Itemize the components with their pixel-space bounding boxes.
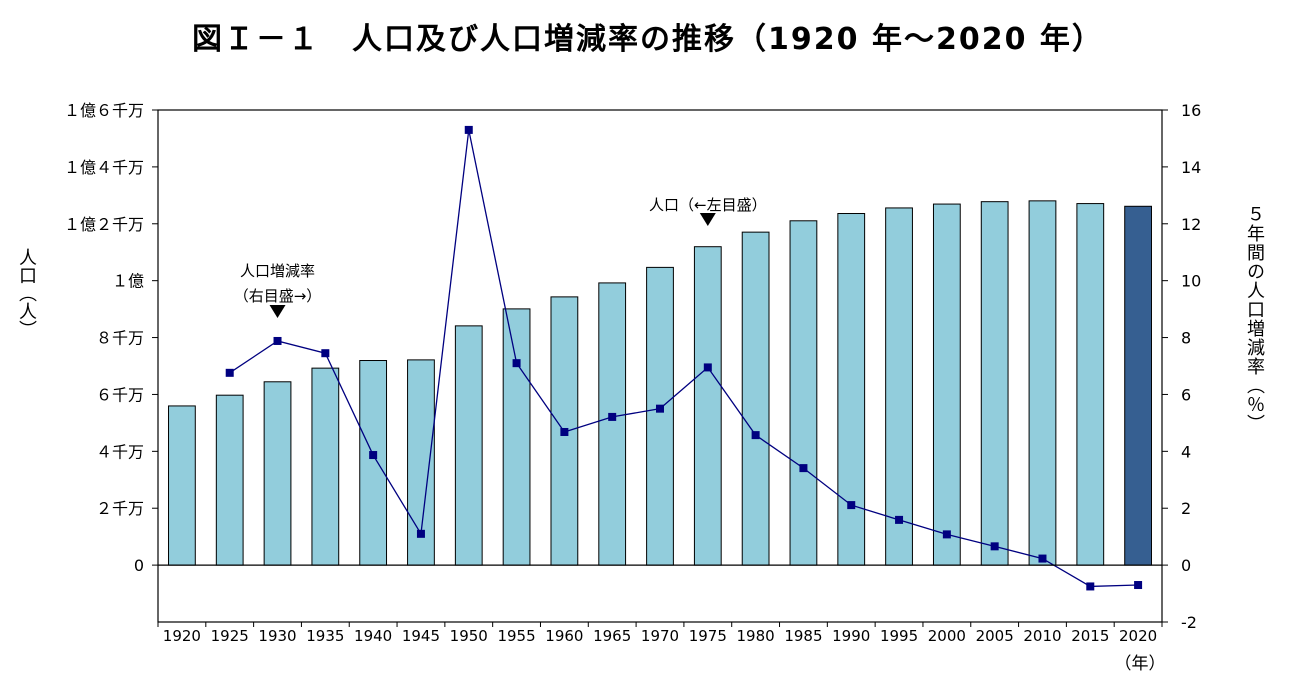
rate-point-1975 [703, 363, 712, 372]
x-tick-label-2000: 2000 [928, 627, 966, 645]
x-tick-label-1965: 1965 [593, 627, 631, 645]
x-tick-label-1990: 1990 [832, 627, 870, 645]
bar-2000 [932, 203, 961, 566]
left-tick-label: ４千万 [96, 442, 144, 461]
rate-point-1985 [799, 464, 808, 473]
left-tick-label: １億２千万 [64, 215, 144, 234]
rate-point-1925 [225, 368, 234, 377]
left-tick-label: １億 [112, 272, 144, 291]
x-tick-label-1950: 1950 [450, 627, 488, 645]
x-tick-label-1930: 1930 [258, 627, 296, 645]
annotation-0-line1: 人口増減率 [240, 262, 315, 280]
right-tick-label: 8 [1181, 329, 1191, 348]
right-tick-label: 10 [1181, 272, 1201, 291]
right-tick-label: -2 [1181, 613, 1197, 632]
bar-1950 [454, 325, 483, 566]
right-tick-label: 6 [1181, 385, 1191, 404]
x-tick-label-1945: 1945 [402, 627, 440, 645]
rate-point-2020 [1134, 581, 1143, 590]
rate-point-1945 [416, 529, 425, 538]
rate-line-series [225, 125, 1143, 591]
right-tick-label: 14 [1181, 158, 1201, 177]
left-tick-label: ６千万 [96, 385, 144, 404]
rate-point-1935 [321, 349, 330, 358]
rate-point-2000 [942, 530, 951, 539]
bar-2020 [1124, 205, 1152, 566]
bar-1995 [885, 207, 913, 566]
right-tick-label: 16 [1181, 101, 1201, 120]
bar-series [168, 200, 1152, 566]
left-tick-label: ８千万 [96, 329, 144, 348]
bar-2010 [1028, 200, 1057, 566]
x-tick-label-1975: 1975 [689, 627, 727, 645]
right-tick-label: 0 [1181, 556, 1191, 575]
x-tick-label-2010: 2010 [1023, 627, 1061, 645]
y-axis-label-left: 人口（人） [16, 248, 37, 338]
rate-point-1930 [273, 336, 282, 345]
annotation-0-line2: （右目盛→） [234, 287, 322, 305]
right-tick-label: 2 [1181, 499, 1191, 518]
rate-point-1950 [464, 125, 473, 134]
x-tick-label-1940: 1940 [354, 627, 392, 645]
annotation-1-line1: 人口（←左目盛） [649, 196, 767, 214]
x-tick-label-2020: 2020 [1119, 627, 1157, 645]
x-tick-label-1920: 1920 [163, 627, 201, 645]
bar-1920 [168, 405, 196, 566]
rate-point-2005 [990, 542, 999, 551]
left-tick-label: 0 [134, 556, 144, 575]
rate-point-1940 [369, 451, 378, 460]
rate-point-1990 [847, 501, 856, 510]
bar-1970 [646, 266, 674, 566]
chart-title: 図Ｉ－１ 人口及び人口増減率の推移（1920 年～2020 年） [192, 22, 1104, 57]
x-tick-label-1960: 1960 [545, 627, 583, 645]
bar-2005 [980, 201, 1009, 566]
right-tick-label: 4 [1181, 442, 1191, 461]
bar-1980 [741, 231, 770, 566]
right-tick-label: 12 [1181, 215, 1201, 234]
x-tick-label-1985: 1985 [784, 627, 822, 645]
bar-1990 [837, 213, 866, 566]
x-tick-label-1995: 1995 [880, 627, 918, 645]
x-tick-label-1955: 1955 [497, 627, 535, 645]
rate-point-1980 [751, 431, 760, 440]
bar-1940 [359, 360, 388, 566]
rate-point-1995 [895, 515, 904, 524]
left-tick-label: １億６千万 [64, 101, 144, 120]
rate-point-1970 [656, 404, 664, 413]
bar-1955 [502, 308, 531, 566]
rate-point-1960 [560, 427, 569, 436]
bar-1965 [598, 282, 627, 566]
x-tick-label-1980: 1980 [737, 627, 775, 645]
annotations: 人口増減率 （右目盛→） 人口（←左目盛） [234, 196, 767, 318]
y-axis-label-right: ５年間の人口増減率（％） [1244, 205, 1265, 433]
bar-1985 [789, 220, 818, 566]
x-tick-label-1925: 1925 [211, 627, 249, 645]
axes: 0 ２千万 ４千万 ６千万 ８千万 １億 １億２千万 １億４千万 １億６千万 -2 0 2 4 6 8 10 1… [64, 101, 1201, 674]
rate-point-2010 [1038, 554, 1047, 563]
annotation-1-arrow [699, 213, 716, 226]
left-tick-label: １億４千万 [64, 158, 144, 177]
annotation-0-arrow [269, 305, 286, 318]
rate-point-1955 [512, 359, 521, 368]
bar-1930 [263, 381, 292, 566]
rate-point-1965 [608, 412, 617, 421]
x-tick-label-2015: 2015 [1071, 627, 1109, 645]
x-tick-label-1970: 1970 [641, 627, 679, 645]
x-tick-label-1935: 1935 [306, 627, 344, 645]
bar-2015 [1076, 203, 1105, 566]
bar-1935 [311, 367, 340, 566]
x-tick-label-2005: 2005 [976, 627, 1014, 645]
rate-point-2015 [1086, 582, 1095, 591]
bar-1975 [693, 246, 722, 566]
rate-line [229, 129, 1139, 588]
bar-1925 [215, 394, 244, 566]
left-tick-label: ２千万 [96, 499, 144, 518]
x-unit-label: （年） [1115, 654, 1166, 674]
